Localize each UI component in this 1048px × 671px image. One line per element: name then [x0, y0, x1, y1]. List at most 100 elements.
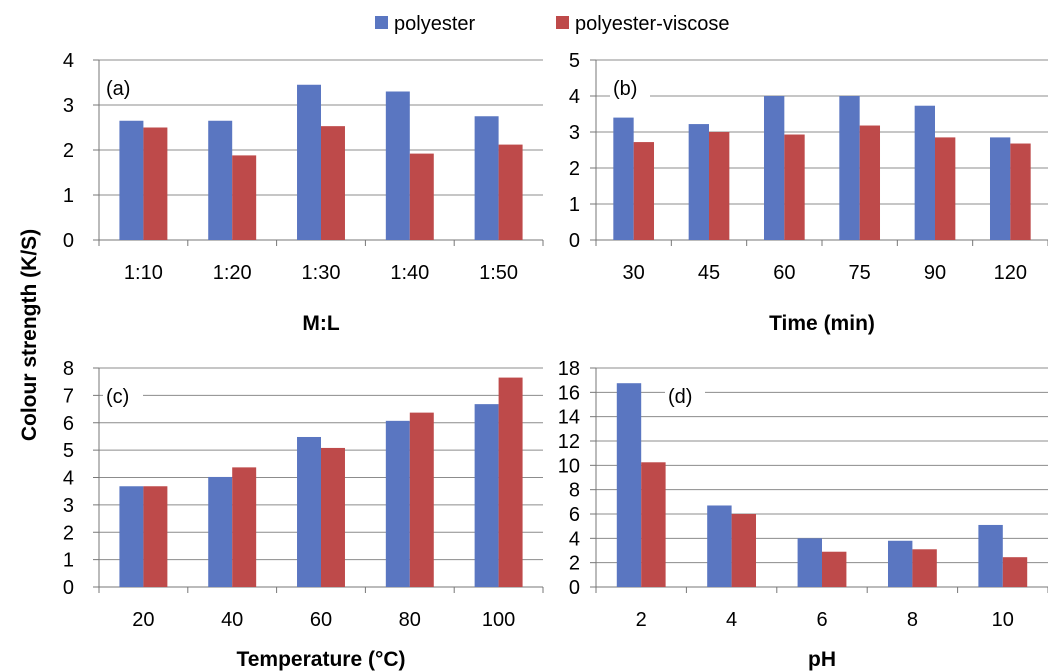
y-tick-label: 2	[63, 140, 74, 162]
x-axis-title: M:L	[302, 312, 339, 335]
x-tick-label: 40	[221, 609, 243, 631]
bar-polyester-viscose-4	[731, 514, 757, 587]
y-tick-label: 2	[569, 158, 580, 180]
legend-label-1: polyester	[394, 13, 475, 35]
panel-label: (d)	[668, 386, 692, 408]
legend: polyester polyester-viscose	[375, 13, 730, 35]
panel-label-backing	[665, 383, 705, 409]
x-tick-label: 60	[310, 609, 332, 631]
y-tick-label: 10	[558, 455, 580, 477]
y-tick-label: 4	[63, 468, 74, 490]
y-tick-label: 4	[569, 528, 580, 550]
bar-polyester-viscose-60	[321, 447, 345, 587]
x-tick-label: 1:10	[124, 262, 163, 284]
bar-polyester-1_40	[385, 91, 410, 240]
bar-polyester-8	[887, 540, 913, 587]
panel-a: 0 1 2 3 4 1:10 1:20 1:30 1:40 1:50 (a) M:L	[63, 50, 544, 335]
panel-label: (a)	[106, 78, 130, 100]
y-tick-label: 8	[569, 480, 580, 502]
bar-polyester-1_50	[474, 116, 499, 240]
x-tick-label: 1:20	[213, 262, 252, 284]
x-tick-label: 45	[698, 262, 720, 284]
x-tick-label: 10	[992, 609, 1014, 631]
bar-polyester-viscose-6	[822, 551, 847, 587]
x-tick-label: 8	[907, 609, 918, 631]
bar-polyester-60	[763, 96, 785, 240]
panel-label-backing	[103, 75, 143, 101]
bar-polyester-1_30	[297, 84, 321, 240]
y-tick-label: 12	[558, 431, 580, 453]
bar-polyester-2	[616, 383, 642, 587]
y-tick-label: 0	[63, 577, 74, 599]
y-tick-label: 14	[558, 407, 580, 429]
x-axis-title: Time (min)	[769, 312, 875, 335]
y-tick-label: 3	[569, 122, 580, 144]
x-tick-label: 30	[623, 262, 645, 284]
legend-swatch-1	[375, 16, 388, 29]
bar-polyester-10	[978, 524, 1003, 587]
bar-polyester-viscose-80	[409, 412, 434, 587]
y-tick-label: 3	[63, 495, 74, 517]
shared-y-axis-title: Colour strength (K/S)	[18, 229, 41, 441]
bar-polyester-viscose-100	[498, 377, 523, 587]
y-tick-label: 4	[569, 86, 580, 108]
bar-polyester-60	[297, 436, 321, 587]
bar-polyester-30	[613, 117, 634, 240]
x-tick-label: 1:40	[390, 262, 429, 284]
x-tick-label: 6	[816, 609, 827, 631]
bar-polyester-40	[208, 476, 233, 587]
legend-swatch-2	[556, 16, 569, 29]
bar-polyester-viscose-45	[709, 132, 730, 240]
bar-polyester-viscose-20	[143, 486, 168, 587]
y-tick-label: 6	[63, 413, 74, 435]
legend-label-2: polyester-viscose	[575, 13, 730, 35]
x-tick-label: 75	[849, 262, 871, 284]
y-tick-label: 8	[63, 358, 74, 380]
bar-polyester-viscose-1_50	[498, 144, 523, 240]
x-axis-title: Temperature (°C)	[236, 648, 405, 671]
bar-polyester-viscose-10	[1002, 557, 1028, 587]
y-tick-label: 0	[569, 230, 580, 252]
y-tick-label: 3	[63, 95, 74, 117]
bar-polyester-viscose-8	[912, 549, 937, 587]
x-tick-label: 120	[994, 262, 1027, 284]
bar-polyester-viscose-40	[232, 467, 257, 587]
bar-polyester-1_20	[208, 120, 233, 240]
panel-label-backing	[103, 383, 143, 409]
bar-polyester-viscose-1_10	[143, 127, 168, 240]
y-tick-label: 0	[63, 230, 74, 252]
y-tick-label: 1	[569, 194, 580, 216]
x-tick-label: 20	[132, 609, 154, 631]
x-axis-title: pH	[808, 648, 836, 671]
panel-label-backing	[610, 75, 650, 101]
bar-polyester-viscose-1_40	[409, 153, 434, 240]
x-tick-label: 100	[482, 609, 515, 631]
panel-c: 0 1 2 3 4 5 6 7 8 20 40 60 80 100 (c) Temperature (°C)	[63, 358, 544, 671]
x-tick-label: 4	[726, 609, 737, 631]
bar-polyester-viscose-1_30	[321, 126, 345, 240]
bar-polyester-viscose-60	[784, 134, 805, 240]
x-tick-label: 60	[773, 262, 795, 284]
bar-polyester-20	[119, 486, 144, 587]
bar-polyester-80	[385, 420, 410, 587]
bar-polyester-120	[989, 137, 1011, 240]
x-tick-label: 1:30	[302, 262, 341, 284]
x-tick-label: 90	[924, 262, 946, 284]
panel-label: (c)	[106, 386, 129, 408]
bar-polyester-viscose-75	[859, 125, 881, 240]
y-tick-label: 1	[63, 185, 74, 207]
bar-polyester-viscose-2	[641, 462, 666, 587]
bar-polyester-viscose-90	[935, 137, 956, 240]
y-tick-label: 7	[63, 385, 74, 407]
x-tick-label: 1:50	[479, 262, 518, 284]
bar-polyester-viscose-120	[1010, 143, 1031, 240]
x-tick-label: 2	[636, 609, 647, 631]
bar-polyester-90	[914, 105, 935, 240]
bar-polyester-1_10	[119, 120, 144, 240]
y-tick-label: 0	[569, 577, 580, 599]
bar-polyester-6	[797, 538, 822, 587]
